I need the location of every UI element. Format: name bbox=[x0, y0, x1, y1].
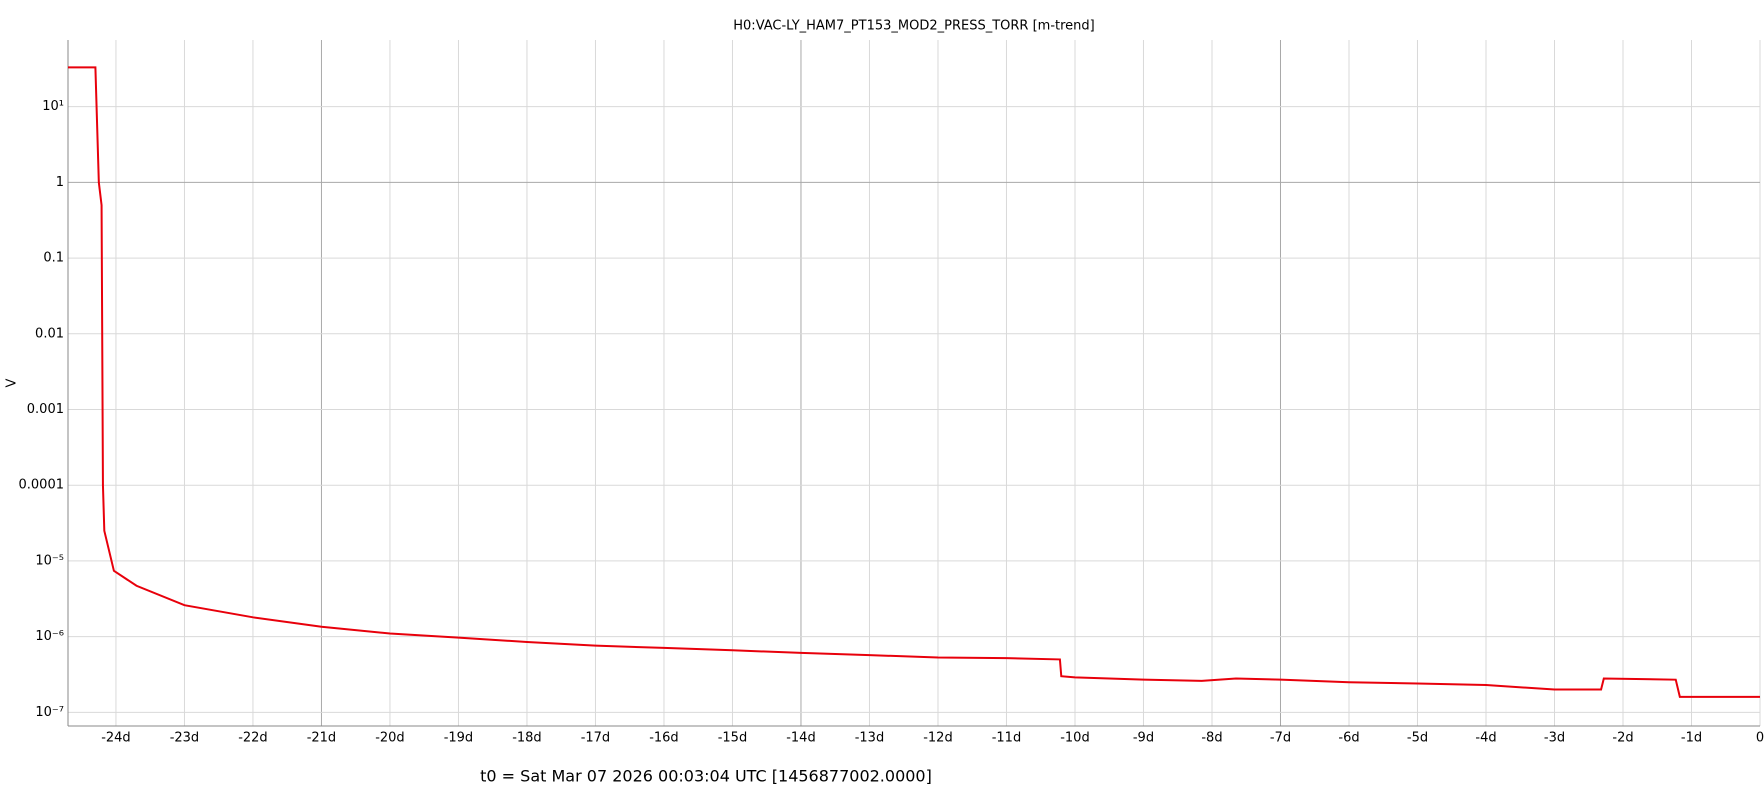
y-tick-label: 0.1 bbox=[43, 251, 64, 266]
x-tick-label: 0 bbox=[1756, 731, 1764, 746]
y-tick-label: 10⁻⁵ bbox=[35, 553, 64, 568]
y-tick-label: 10⁻⁶ bbox=[35, 629, 64, 644]
x-tick-label: -22d bbox=[238, 731, 268, 746]
y-tick-label: 10¹ bbox=[42, 99, 64, 114]
x-tick-label: -17d bbox=[581, 731, 611, 746]
x-tick-label: -7d bbox=[1270, 731, 1291, 746]
x-tick-label: -19d bbox=[444, 731, 474, 746]
x-tick-label: -24d bbox=[101, 731, 131, 746]
x-tick-label: -12d bbox=[923, 731, 953, 746]
x-tick-label: -2d bbox=[1612, 731, 1633, 746]
x-tick-label: -21d bbox=[307, 731, 337, 746]
x-tick-label: -15d bbox=[718, 731, 748, 746]
x-tick-label: -13d bbox=[855, 731, 885, 746]
x-tick-label: -9d bbox=[1133, 731, 1154, 746]
x-tick-label: -5d bbox=[1407, 731, 1428, 746]
data-line bbox=[68, 66, 1760, 698]
x-tick-label: -8d bbox=[1201, 731, 1222, 746]
footer: t0 = Sat Mar 07 2026 00:03:04 UTC [14568… bbox=[480, 767, 932, 786]
y-tick-label: 0.0001 bbox=[19, 478, 65, 493]
x-tick-label: -11d bbox=[992, 731, 1022, 746]
x-tick-label: -6d bbox=[1338, 731, 1359, 746]
y-tick-label: 10⁻⁷ bbox=[35, 705, 64, 720]
y-tick-label: 1 bbox=[56, 175, 64, 190]
chart-title: H0:VAC-LY_HAM7_PT153_MOD2_PRESS_TORR [m-… bbox=[733, 19, 1094, 34]
x-tick-label: -14d bbox=[786, 731, 816, 746]
y-tick-label: 0.001 bbox=[27, 402, 64, 417]
x-tick-label: -4d bbox=[1475, 731, 1496, 746]
x-tick-label: -16d bbox=[649, 731, 679, 746]
x-tick-label: -1d bbox=[1681, 731, 1702, 746]
x-tick-label: -10d bbox=[1060, 731, 1090, 746]
x-tick-label: -18d bbox=[512, 731, 542, 746]
y-axis-label: V bbox=[5, 378, 20, 387]
x-tick-label: -3d bbox=[1544, 731, 1565, 746]
x-tick-label: -20d bbox=[375, 731, 405, 746]
x-tick-label: -23d bbox=[170, 731, 200, 746]
y-tick-label: 0.01 bbox=[35, 326, 64, 341]
